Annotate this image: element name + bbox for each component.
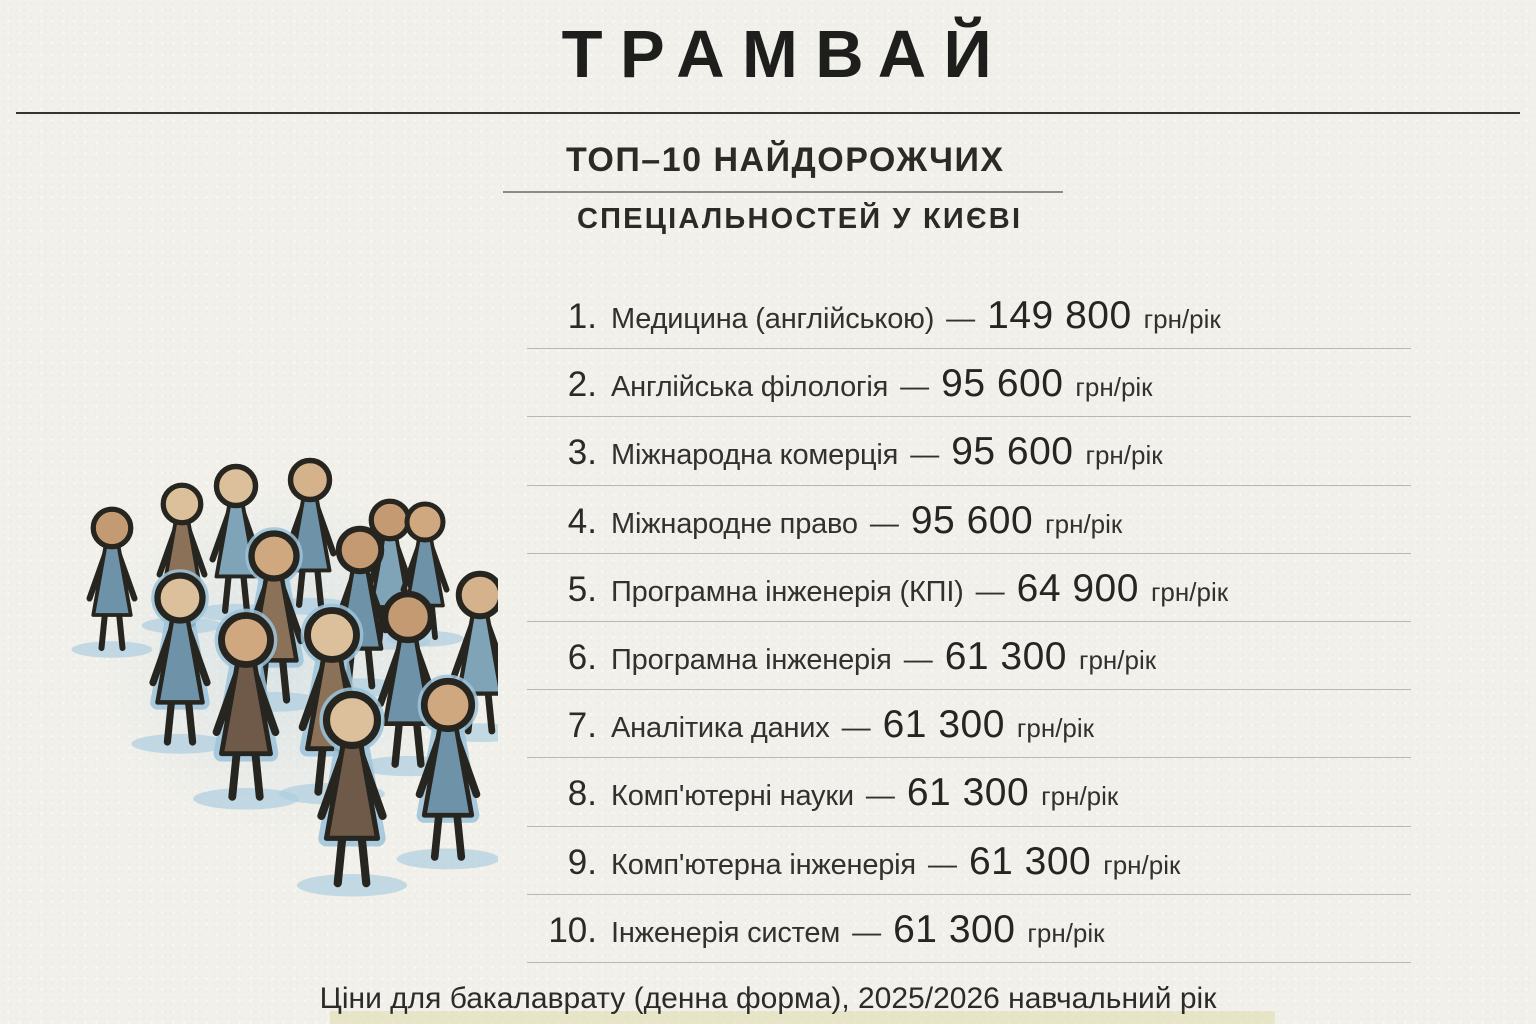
item-unit: грн/рік bbox=[1075, 372, 1153, 403]
item-rank: 9. bbox=[567, 842, 597, 882]
item-rank: 7. bbox=[567, 706, 597, 746]
item-price: 61 300 bbox=[944, 634, 1067, 678]
item-rank: 10. bbox=[548, 910, 597, 950]
item-price: 95 600 bbox=[910, 498, 1034, 542]
item-label: Аналітика даних bbox=[611, 712, 830, 745]
item-unit: грн/рік bbox=[1045, 508, 1123, 539]
subtitle-divider bbox=[503, 191, 1063, 193]
item-price: 61 300 bbox=[906, 771, 1030, 815]
item-rank: 3. bbox=[567, 433, 597, 473]
item-unit: грн/рік bbox=[1143, 304, 1221, 334]
item-rank: 1. bbox=[567, 297, 597, 336]
item-rank: 5. bbox=[567, 569, 597, 609]
item-price: 149 800 bbox=[987, 294, 1132, 337]
item-price: 61 300 bbox=[893, 907, 1016, 951]
item-separator: — bbox=[903, 643, 933, 676]
item-rank: 8. bbox=[567, 774, 597, 814]
item-label: Міжнародна комерція bbox=[611, 439, 899, 472]
item-unit: грн/рік bbox=[1078, 644, 1157, 675]
list-item: 6. Програмна інженерія — 61 300 грн/рік bbox=[527, 622, 1411, 689]
item-price: 61 300 bbox=[968, 839, 1092, 883]
item-label: Програмна інженерія bbox=[611, 643, 892, 676]
list-item: 5. Програмна інженерія (КПІ) — 64 900 гр… bbox=[527, 554, 1411, 621]
item-price: 64 900 bbox=[1016, 566, 1139, 610]
item-price: 61 300 bbox=[882, 703, 1005, 747]
item-separator: — bbox=[975, 575, 1005, 608]
item-divider bbox=[527, 348, 1411, 350]
item-price: 95 600 bbox=[951, 430, 1074, 474]
list-item: 4. Міжнародне право — 95 600 грн/рік bbox=[527, 486, 1411, 553]
list-item: 8. Комп'ютерні науки — 61 300 грн/рік bbox=[527, 758, 1411, 825]
list-item: 3. Міжнародна комерція — 95 600 грн/рік bbox=[527, 417, 1411, 484]
item-divider bbox=[527, 416, 1411, 418]
top10-list: 1. Медицина (англійською) — 149 800 грн/… bbox=[527, 281, 1411, 963]
item-divider bbox=[527, 484, 1411, 486]
item-unit: грн/рік bbox=[1085, 440, 1163, 471]
subtitle-line1: ТОП–10 НАЙДОРОЖЧИХ bbox=[566, 141, 1005, 179]
list-item: 7. Аналітика даних — 61 300 грн/рік bbox=[527, 690, 1411, 757]
item-rank: 2. bbox=[567, 365, 597, 405]
item-separator: — bbox=[927, 848, 957, 881]
item-divider bbox=[527, 620, 1411, 622]
title-divider bbox=[16, 112, 1520, 114]
item-unit: грн/рік bbox=[1027, 917, 1105, 948]
item-divider bbox=[527, 689, 1411, 691]
item-divider bbox=[527, 825, 1411, 827]
item-unit: грн/рік bbox=[1041, 781, 1119, 812]
item-separator: — bbox=[865, 780, 895, 813]
item-unit: грн/рік bbox=[1016, 713, 1095, 744]
crowd-illustration bbox=[71, 457, 498, 897]
item-separator: — bbox=[852, 916, 882, 949]
item-label: Англійська філологія bbox=[611, 371, 889, 404]
item-divider bbox=[527, 893, 1411, 895]
item-divider bbox=[527, 757, 1411, 759]
item-divider bbox=[527, 961, 1411, 963]
item-separator: — bbox=[900, 371, 930, 404]
item-divider bbox=[527, 552, 1411, 554]
item-separator: — bbox=[869, 507, 899, 540]
list-item: 9. Комп'ютерна інженерія — 61 300 грн/рі… bbox=[527, 827, 1411, 894]
item-label: Програмна інженерія (КПІ) bbox=[611, 575, 964, 608]
item-rank: 6. bbox=[567, 637, 597, 677]
item-separator: — bbox=[946, 303, 976, 335]
subtitle-line2: СПЕЦІАЛЬНОСТЕЙ У КИЄВІ bbox=[577, 203, 1023, 235]
footer-note: Ціни для бакалаврату (денна форма), 2025… bbox=[319, 982, 1217, 1015]
item-separator: — bbox=[910, 439, 940, 472]
item-unit: грн/рік bbox=[1150, 576, 1229, 607]
item-price: 95 600 bbox=[941, 362, 1064, 406]
item-label: Комп'ютерні науки bbox=[611, 780, 854, 813]
list-item: 10. Інженерія систем — 61 300 грн/рік bbox=[527, 895, 1411, 962]
item-label: Міжнародне право bbox=[611, 507, 858, 540]
item-label: Комп'ютерна інженерія bbox=[611, 848, 916, 881]
item-separator: — bbox=[841, 712, 871, 745]
page-title: ТРАМВАЙ bbox=[561, 17, 1010, 92]
item-label: Інженерія систем bbox=[611, 916, 841, 949]
footer-highlight bbox=[330, 1011, 1275, 1024]
item-label: Медицина (англійською) bbox=[611, 303, 935, 335]
item-unit: грн/рік bbox=[1103, 849, 1181, 880]
list-item: 1. Медицина (англійською) — 149 800 грн/… bbox=[527, 281, 1411, 348]
list-item: 2. Англійська філологія — 95 600 грн/рік bbox=[527, 349, 1411, 416]
item-rank: 4. bbox=[567, 501, 597, 541]
